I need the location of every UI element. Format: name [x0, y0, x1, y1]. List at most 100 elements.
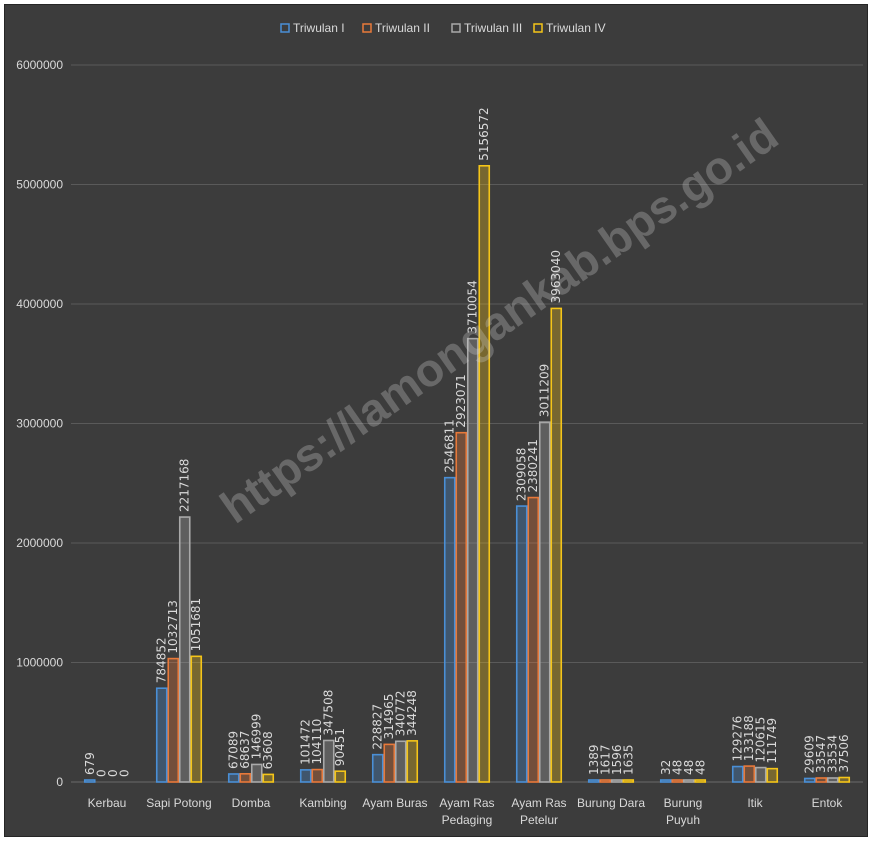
data-label: 1389 [587, 744, 601, 775]
x-category-label: Entok [812, 796, 844, 810]
data-label: 120615 [754, 717, 768, 763]
x-category-label: Domba [232, 796, 271, 810]
bar-3-2 [239, 772, 252, 783]
x-category-label: Burung Dara [577, 796, 645, 810]
y-axis-ticks: 0 1000000 2000000 3000000 4000000 5000000 6000… [16, 58, 63, 789]
data-label: 3963040 [549, 250, 563, 303]
data-label: 101472 [299, 719, 313, 765]
bar-8-4 [622, 779, 635, 783]
bar-11-4 [838, 776, 851, 783]
data-label: 68637 [238, 731, 252, 769]
bar-9-2 [671, 779, 684, 783]
bar-8-2 [599, 779, 612, 783]
legend-label: Triwulan IV [546, 21, 606, 35]
bar-10-2 [743, 765, 756, 783]
data-label: 3710054 [466, 280, 480, 333]
data-label: 37506 [837, 734, 851, 772]
x-category-label: Itik [747, 796, 763, 810]
data-label: 2546811 [443, 419, 457, 472]
bar-chart: 0 1000000 2000000 3000000 4000000 5000000 6000… [16, 21, 863, 827]
data-label: 63608 [261, 731, 275, 769]
data-label: 104110 [310, 719, 324, 765]
data-label: 1617 [598, 744, 612, 775]
data-label: 1596 [610, 744, 624, 775]
bar-2-1 [155, 687, 168, 783]
bar-3-4 [262, 773, 275, 783]
legend-label: Triwulan II [375, 21, 430, 35]
chart-area: 0 1000000 2000000 3000000 4000000 5000000 6000… [4, 4, 868, 837]
bar-11-1 [803, 777, 816, 783]
bar-11-2 [815, 777, 828, 783]
data-label: 1051681 [189, 598, 203, 651]
bar-7-3 [538, 421, 551, 783]
bar-7-1 [515, 505, 528, 783]
data-label: 784852 [155, 637, 169, 683]
data-label: 111749 [765, 718, 779, 764]
data-labels: 6790007848521032713221716810516816708968… [83, 107, 852, 777]
legend-swatch [280, 23, 290, 33]
data-label: 5156572 [477, 107, 491, 160]
y-tick-label: 1000000 [16, 656, 63, 670]
y-tick-label: 4000000 [16, 297, 63, 311]
bar-2-4 [190, 655, 203, 783]
bar-4-3 [322, 739, 335, 783]
bar-6-1 [443, 476, 456, 783]
bar-9-3 [682, 779, 695, 783]
data-label: 0 [117, 769, 131, 777]
data-label: 347508 [322, 690, 336, 736]
y-tick-label: 5000000 [16, 178, 63, 192]
bar-6-2 [455, 431, 468, 783]
data-label: 2923071 [454, 374, 468, 427]
data-label: 1032713 [166, 600, 180, 653]
bar-8-3 [610, 779, 623, 783]
bar-5-2 [383, 743, 396, 783]
data-label: 2380241 [526, 439, 540, 492]
data-label: 3011209 [538, 364, 552, 417]
x-category-label: Ayam Buras [362, 796, 427, 810]
legend-swatch [533, 23, 543, 33]
data-label: 48 [670, 760, 684, 775]
y-tick-label: 6000000 [16, 58, 63, 72]
data-label: 679 [83, 752, 97, 775]
data-label: 29609 [803, 735, 817, 773]
bar-4-4 [334, 770, 347, 783]
x-category-label: Burung Puyuh [664, 796, 703, 827]
bar-7-4 [550, 307, 563, 783]
bar-7-2 [527, 496, 540, 783]
bar-11-3 [826, 777, 839, 783]
bar-6-4 [478, 164, 491, 783]
data-label: 1635 [621, 744, 635, 775]
bar-2-3 [178, 516, 191, 783]
bar-10-4 [766, 767, 779, 783]
bar-3-1 [227, 773, 240, 783]
bar-9-1 [659, 779, 672, 783]
data-label: 48 [682, 760, 696, 775]
y-tick-label: 2000000 [16, 536, 63, 550]
bar-8-1 [587, 779, 600, 783]
data-label: 2217168 [178, 459, 192, 512]
bar-10-1 [731, 765, 744, 783]
data-label: 314965 [382, 694, 396, 740]
data-label: 33534 [826, 735, 840, 773]
bar-4-2 [311, 768, 324, 783]
data-label: 90451 [333, 728, 347, 766]
bars [83, 164, 851, 783]
legend-swatch [451, 23, 461, 33]
data-label: 228827 [371, 704, 385, 750]
legend-swatch [362, 23, 372, 33]
data-label: 0 [106, 769, 120, 777]
bar-3-3 [250, 763, 263, 783]
bar-5-3 [394, 740, 407, 783]
bar-5-1 [371, 753, 384, 783]
x-category-label: Kerbau [88, 796, 127, 810]
y-tick-label: 3000000 [16, 417, 63, 431]
data-label: 32 [659, 760, 673, 775]
x-category-label: Sapi Potong [146, 796, 211, 810]
data-label: 33547 [814, 735, 828, 773]
data-label: 344248 [405, 690, 419, 736]
legend-label: Triwulan I [293, 21, 345, 35]
x-axis-labels: Kerbau Sapi Potong Domba Kambing Ayam Buras A… [88, 796, 844, 827]
bar-10-3 [754, 766, 767, 783]
x-category-label: Ayam Ras Pedaging [439, 796, 494, 827]
x-category-label: Ayam Ras Petelur [511, 796, 566, 827]
